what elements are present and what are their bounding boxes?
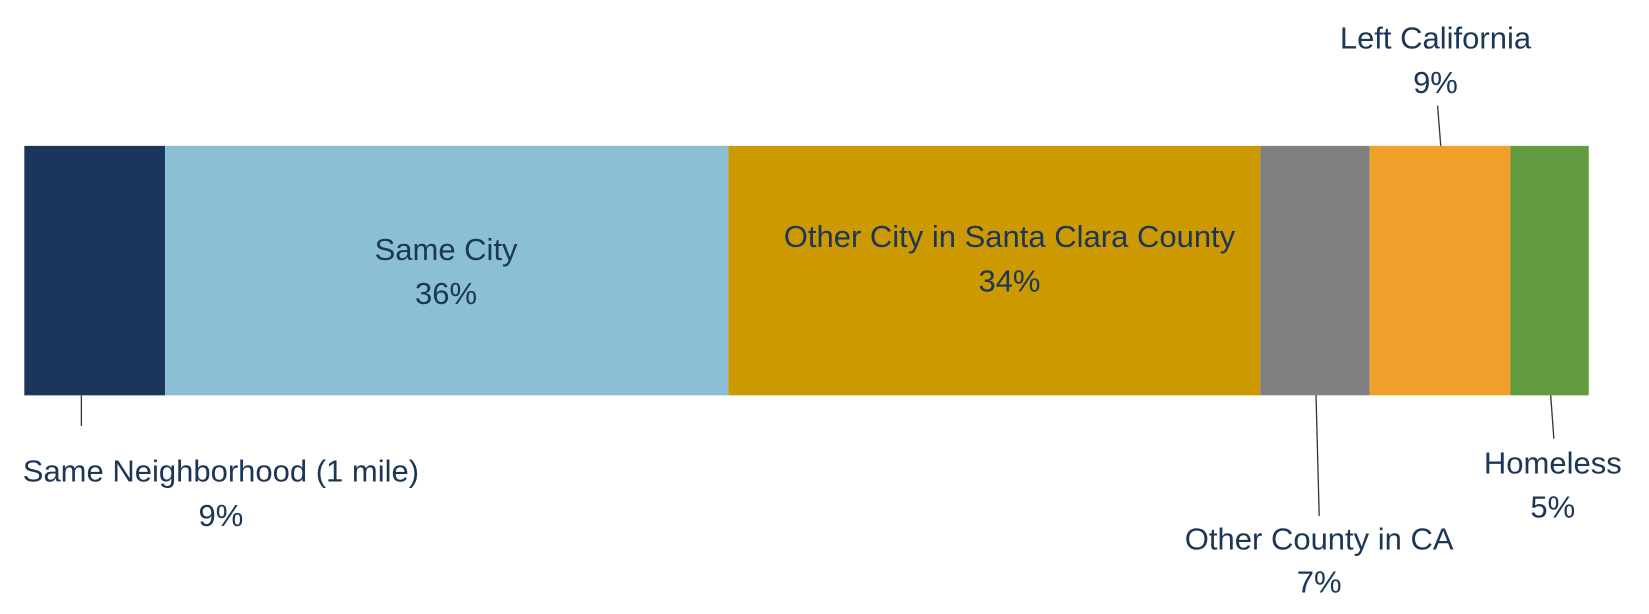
leader-line [1550,395,1555,439]
value-label: 9% [199,498,244,533]
value-label: 5% [1530,490,1575,525]
bar-segment [24,145,166,396]
leader-line [1436,105,1442,146]
bar-segment [165,145,729,396]
segment-name: Same City [375,232,518,267]
value-label: 9% [1413,65,1458,100]
bar-segment [1260,145,1370,396]
value-label: 34% [978,263,1040,298]
value-label: 7% [1297,565,1342,600]
value-label: 36% [415,276,477,311]
segment-name: Other City in Santa Clara County [784,219,1236,254]
bar-segment [1510,145,1589,396]
leader-line [1315,395,1320,516]
segment-name: Same Neighborhood (1 mile) [23,454,419,489]
segment-name: Other County in CA [1185,521,1454,556]
segment-name: Left California [1340,20,1532,55]
bar-segment [728,145,1261,396]
segment-name: Homeless [1484,445,1622,480]
bar-segment [1369,145,1511,396]
